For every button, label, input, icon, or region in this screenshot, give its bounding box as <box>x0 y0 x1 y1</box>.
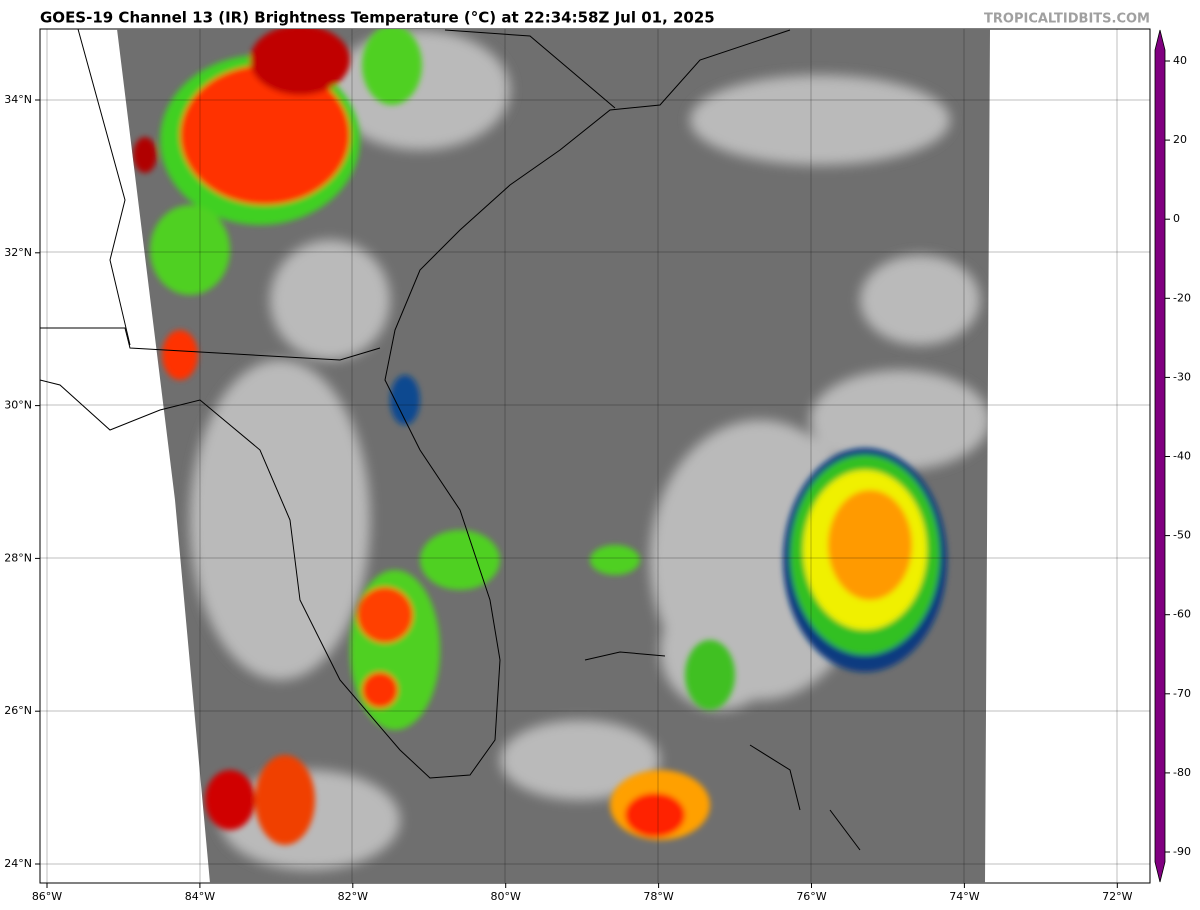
colorbar-label: -20 <box>1173 291 1191 304</box>
colorbar-label: -30 <box>1173 370 1191 383</box>
coastlines <box>39 28 861 851</box>
lon-label: 76°W <box>796 890 826 903</box>
map-area <box>39 28 1151 884</box>
colorbar <box>1154 29 1166 883</box>
cloud-field <box>133 29 990 870</box>
colorbar-label: -40 <box>1173 450 1191 463</box>
watermark: TROPICALTIDBITS.COM <box>984 12 1150 27</box>
graticule <box>40 29 1150 883</box>
lon-label: 80°W <box>491 890 521 903</box>
colorbar-label: 40 <box>1173 54 1187 67</box>
colorbar-label: -60 <box>1173 608 1191 621</box>
lat-label: 26°N <box>4 704 32 717</box>
colorbar-label: -80 <box>1173 766 1191 779</box>
lat-label: 30°N <box>4 399 32 412</box>
colorbar-label: -50 <box>1173 529 1191 542</box>
colorbar-label: -70 <box>1173 687 1191 700</box>
lat-label: 34°N <box>4 93 32 106</box>
lat-label: 24°N <box>4 857 32 870</box>
colorbar-label: -90 <box>1173 845 1191 858</box>
lon-label: 82°W <box>338 890 368 903</box>
lon-label: 86°W <box>32 890 62 903</box>
title: GOES-19 Channel 13 (IR) Brightness Tempe… <box>40 9 715 27</box>
lon-label: 84°W <box>185 890 215 903</box>
lat-label: 28°N <box>4 551 32 564</box>
lon-label: 72°W <box>1102 890 1132 903</box>
lon-label: 78°W <box>643 890 673 903</box>
colorbar-label: 0 <box>1173 212 1180 225</box>
lon-label: 74°W <box>949 890 979 903</box>
lat-label: 32°N <box>4 246 32 259</box>
colorbar-label: 20 <box>1173 133 1187 146</box>
